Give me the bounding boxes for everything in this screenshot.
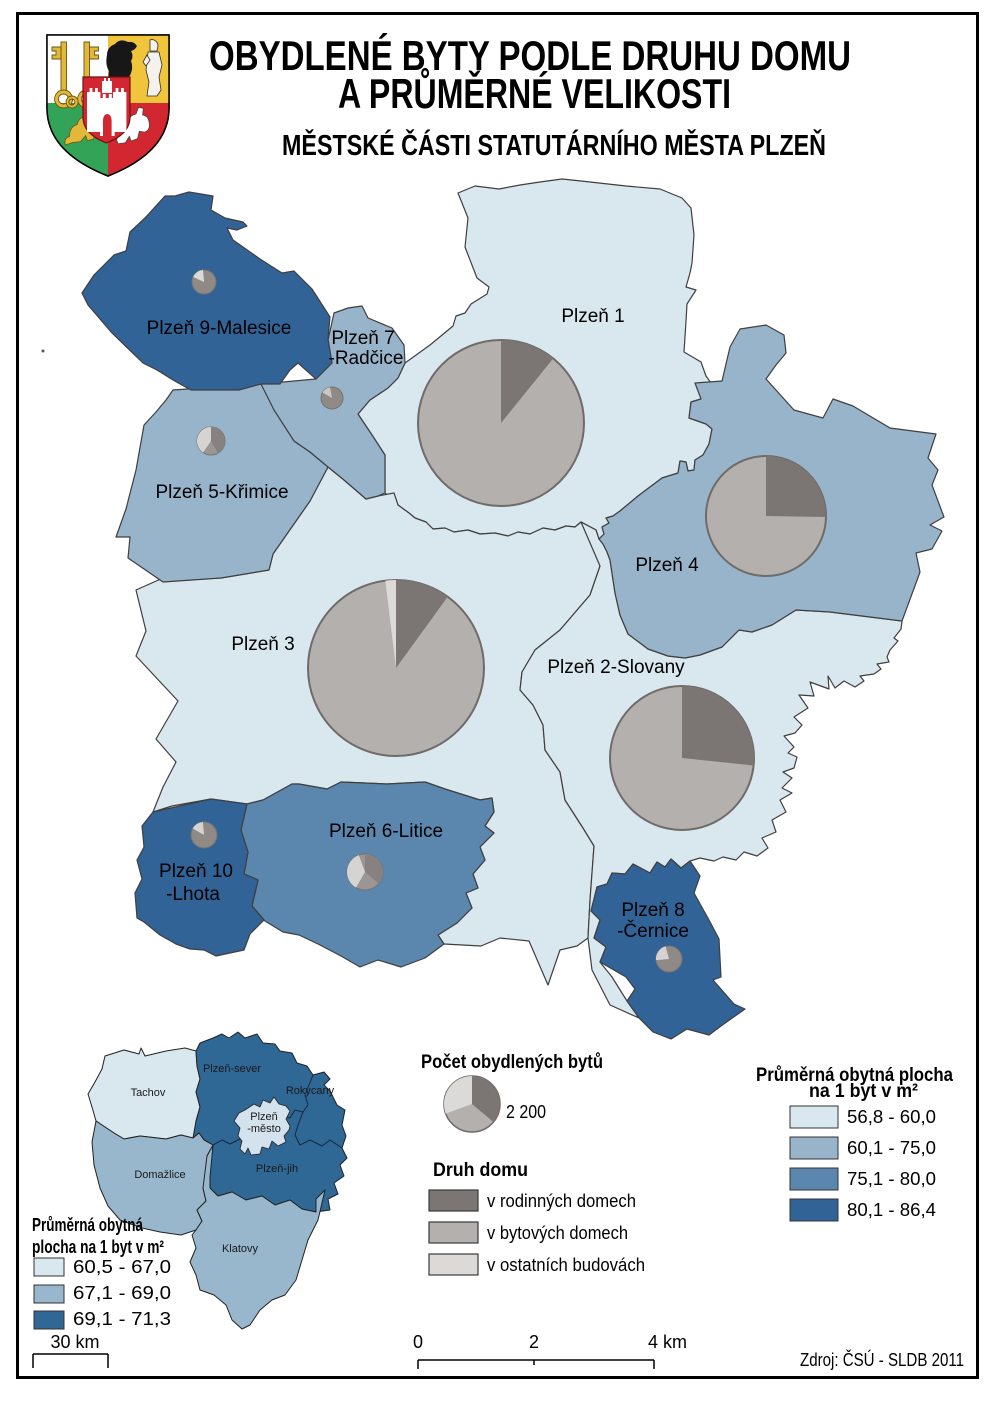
svg-text:v rodinných domech: v rodinných domech [487,1191,636,1211]
svg-text:-město: -město [247,1123,281,1135]
svg-text:Průměrná obytná plocha: Průměrná obytná plocha [756,1065,953,1086]
svg-text:60,1 - 75,0: 60,1 - 75,0 [847,1138,936,1158]
svg-text:A PRŮMĚRNÉ VELIKOSTI: A PRŮMĚRNÉ VELIKOSTI [338,66,731,117]
svg-text:-Lhota: -Lhota [166,884,220,905]
svg-text:Tachov: Tachov [131,1087,166,1099]
svg-text:Plzeň-sever: Plzeň-sever [203,1063,261,1075]
svg-text:Plzeň 1: Plzeň 1 [561,306,624,327]
svg-text:-Černice: -Černice [617,920,689,942]
svg-text:80,1 - 86,4: 80,1 - 86,4 [847,1200,936,1220]
svg-text:Plzeň: Plzeň [250,1111,278,1123]
svg-text:67,1 - 69,0: 67,1 - 69,0 [73,1283,171,1303]
svg-text:75,1 - 80,0: 75,1 - 80,0 [847,1169,936,1189]
svg-text:Plzeň 4: Plzeň 4 [635,555,699,576]
svg-text:Plzeň 3: Plzeň 3 [231,634,294,655]
svg-text:v ostatních budovách: v ostatních budovách [487,1255,645,1275]
svg-text:plocha na 1 byt v m²: plocha na 1 byt v m² [32,1237,164,1257]
svg-text:Plzeň 5-Křimice: Plzeň 5-Křimice [155,482,288,503]
svg-text:MĚSTSKÉ ČÁSTI STATUTÁRNÍHO MĚS: MĚSTSKÉ ČÁSTI STATUTÁRNÍHO MĚSTA PLZEŇ [282,128,826,162]
svg-text:OBYDLENÉ BYTY PODLE DRUHU DOMU: OBYDLENÉ BYTY PODLE DRUHU DOMU [209,32,851,79]
svg-text:4 km: 4 km [648,1332,687,1352]
svg-text:Plzeň 6-Litice: Plzeň 6-Litice [329,821,443,842]
svg-text:Plzeň 9-Malesice: Plzeň 9-Malesice [147,318,292,339]
svg-text:69,1 - 71,3: 69,1 - 71,3 [73,1309,171,1329]
svg-text:60,5 - 67,0: 60,5 - 67,0 [73,1257,171,1277]
svg-text:Rokycany: Rokycany [286,1085,335,1097]
svg-text:Plzeň 7: Plzeň 7 [331,328,394,349]
svg-text:Plzeň 10: Plzeň 10 [159,861,233,882]
svg-text:Průměrná obytná: Průměrná obytná [32,1215,144,1235]
svg-text:2 200: 2 200 [506,1102,546,1122]
svg-text:Plzeň 8: Plzeň 8 [621,900,684,921]
svg-text:Domažlice: Domažlice [134,1169,185,1181]
svg-text:56,8 - 60,0: 56,8 - 60,0 [847,1107,936,1127]
svg-text:Zdroj: ČSÚ - SLDB 2011: Zdroj: ČSÚ - SLDB 2011 [800,1349,964,1370]
svg-text:Počet obydlených bytů: Počet obydlených bytů [421,1052,603,1073]
svg-text:-Radčice: -Radčice [329,348,404,369]
svg-text:2: 2 [529,1332,539,1352]
svg-text:Plzeň-jih: Plzeň-jih [256,1163,298,1175]
svg-text:v bytových domech: v bytových domech [487,1223,628,1243]
svg-text:Plzeň 2-Slovany: Plzeň 2-Slovany [547,657,685,678]
svg-text:na 1 byt v m²: na 1 byt v m² [809,1081,918,1102]
svg-text:Druh domu: Druh domu [433,1160,528,1181]
svg-text:Klatovy: Klatovy [222,1243,259,1255]
svg-text:0: 0 [413,1332,423,1352]
svg-text:30 km: 30 km [50,1332,99,1352]
